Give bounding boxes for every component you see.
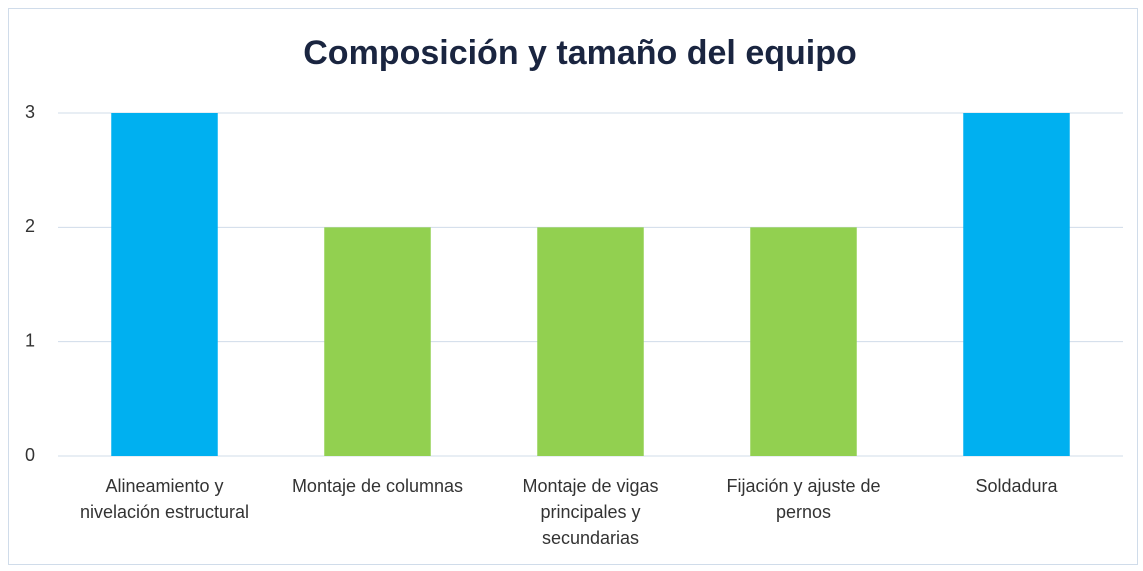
x-tick-label: Alineamiento y nivelación estructural xyxy=(79,476,250,522)
x-tick-label: Montaje de vigas principales y secundari… xyxy=(522,476,659,548)
x-tick-label: Soldadura xyxy=(975,476,1058,496)
bar xyxy=(537,227,644,456)
y-tick-label: 2 xyxy=(25,216,35,236)
y-tick-label: 3 xyxy=(25,102,35,122)
bar xyxy=(750,227,857,456)
chart-title: Composición y tamaño del equipo xyxy=(303,34,857,72)
x-tick-label: Montaje de columnas xyxy=(291,476,464,496)
x-tick-label: Fijación y ajuste de pernos xyxy=(726,476,881,522)
y-tick-label: 0 xyxy=(25,445,35,465)
bar xyxy=(324,227,431,456)
y-tick-label: 1 xyxy=(25,330,35,350)
bar xyxy=(963,113,1070,456)
bar xyxy=(111,113,218,456)
